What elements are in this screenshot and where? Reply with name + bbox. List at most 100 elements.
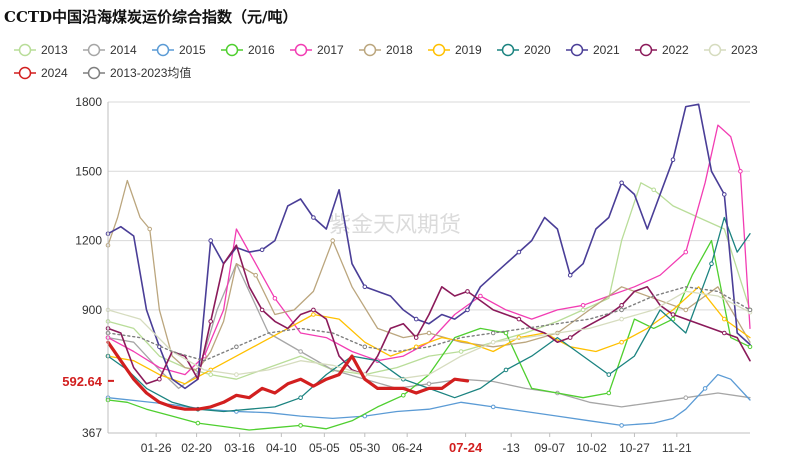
- y-tick-label: 367: [82, 426, 102, 440]
- x-tick-label: 07-24: [449, 440, 483, 455]
- series-point: [426, 330, 432, 336]
- legend-swatch-marker: [18, 66, 32, 80]
- x-tick-label: 04-10: [266, 441, 297, 455]
- legend-swatch-marker: [363, 43, 377, 57]
- legend-item-2016[interactable]: 2016: [221, 43, 275, 57]
- x-tick-label: 03-16: [224, 441, 255, 455]
- y-tick-label: 1800: [75, 95, 102, 109]
- series-line: [107, 124, 751, 376]
- series-point: [670, 157, 676, 162]
- series-2017: [105, 124, 751, 376]
- series-point: [709, 261, 714, 267]
- series-point: [465, 289, 470, 294]
- series-point: [147, 226, 152, 232]
- series-point: [606, 372, 612, 377]
- x-tick-label: 10-27: [619, 441, 650, 455]
- watermark-text: 紫金天风期货: [329, 212, 461, 237]
- series-point: [478, 293, 483, 299]
- series-point: [619, 180, 624, 186]
- series-point: [619, 307, 624, 313]
- series-line: [107, 239, 751, 431]
- legend-label: 2023: [731, 43, 758, 57]
- legend-label: 2021: [593, 43, 620, 57]
- current-value-label: 592.64: [62, 374, 103, 389]
- x-tick-label: 02-20: [181, 441, 212, 455]
- series-point: [234, 344, 239, 350]
- legend-swatch-marker: [432, 43, 446, 57]
- legend-swatch-marker: [87, 43, 101, 57]
- series-point: [619, 339, 624, 345]
- series-point: [208, 319, 213, 324]
- series-point: [747, 307, 753, 313]
- legend-swatch-marker: [18, 43, 32, 57]
- series-point: [362, 284, 368, 290]
- series-point: [458, 349, 464, 354]
- series-point: [503, 330, 509, 336]
- series-line: [107, 244, 751, 385]
- series-point: [722, 330, 727, 336]
- series-point: [413, 335, 419, 340]
- legend-item-2013-2023[interactable]: 2013-2023均值: [83, 65, 191, 80]
- series-line: [107, 103, 751, 390]
- legend-label: 2020: [524, 43, 551, 57]
- legend-item-2017[interactable]: 2017: [290, 43, 344, 57]
- series-point: [259, 247, 265, 253]
- legend-item-2018[interactable]: 2018: [359, 43, 413, 57]
- series-point: [490, 404, 496, 410]
- legend: 2013 2014 2015 2016 2017 2018 2019 2020 2021 2022…: [14, 43, 758, 80]
- legend-item-2013[interactable]: 2013: [14, 43, 68, 57]
- legend-item-2024[interactable]: 2024: [14, 66, 68, 80]
- series-line: [107, 286, 751, 385]
- series-2024: [106, 340, 470, 411]
- series-2019: [105, 286, 751, 385]
- series-point: [272, 296, 278, 301]
- series-point: [253, 272, 258, 278]
- series-point: [738, 169, 743, 174]
- series-line: [107, 290, 751, 380]
- series-point: [503, 367, 509, 373]
- series-point: [208, 238, 213, 243]
- series-point: [490, 330, 496, 336]
- legend-label: 2016: [248, 43, 275, 57]
- legend-item-2019[interactable]: 2019: [428, 43, 482, 57]
- series-point: [490, 339, 496, 345]
- legend-swatch-marker: [225, 43, 239, 57]
- chart-title: CCTD中国沿海煤炭运价综合指数（元/吨）: [4, 8, 298, 26]
- series-2016: [105, 239, 753, 431]
- legend-item-2023[interactable]: 2023: [704, 43, 758, 57]
- legend-item-2021[interactable]: 2021: [566, 43, 620, 57]
- series-line: [107, 216, 751, 413]
- series-point: [234, 372, 239, 377]
- legend-item-2014[interactable]: 2014: [83, 43, 137, 57]
- series-point: [683, 395, 689, 401]
- legend-label: 2015: [179, 43, 206, 57]
- series-point: [747, 344, 753, 350]
- series-line: [107, 179, 751, 371]
- series-point: [567, 272, 573, 278]
- series-point: [619, 303, 624, 308]
- series-point: [157, 376, 162, 382]
- series-lines: [105, 103, 753, 431]
- series-point: [722, 192, 727, 197]
- series-point: [619, 423, 624, 428]
- series-point: [651, 187, 657, 193]
- series-2013-2023: [105, 286, 753, 362]
- series-point: [311, 307, 316, 313]
- series-point: [401, 393, 406, 398]
- legend-item-2022[interactable]: 2022: [635, 43, 689, 57]
- legend-swatch-marker: [708, 43, 722, 57]
- legend-label: 2017: [317, 43, 344, 57]
- series-point: [516, 249, 522, 255]
- series-point: [722, 316, 727, 322]
- legend-item-2015[interactable]: 2015: [152, 43, 206, 57]
- legend-item-2020[interactable]: 2020: [497, 43, 551, 57]
- series-point: [670, 312, 676, 317]
- y-axis: 1800 1500 1200 900 367: [75, 95, 109, 440]
- x-tick-label: 09-07: [534, 441, 565, 455]
- x-tick-label: 10-02: [576, 441, 607, 455]
- plot-area: 紫金天风期货 1800 1500 1200 900 367 01-26 02-20 03-1…: [62, 95, 753, 455]
- legend-label: 2014: [110, 43, 137, 57]
- series-point: [567, 335, 573, 340]
- series-point: [311, 215, 316, 220]
